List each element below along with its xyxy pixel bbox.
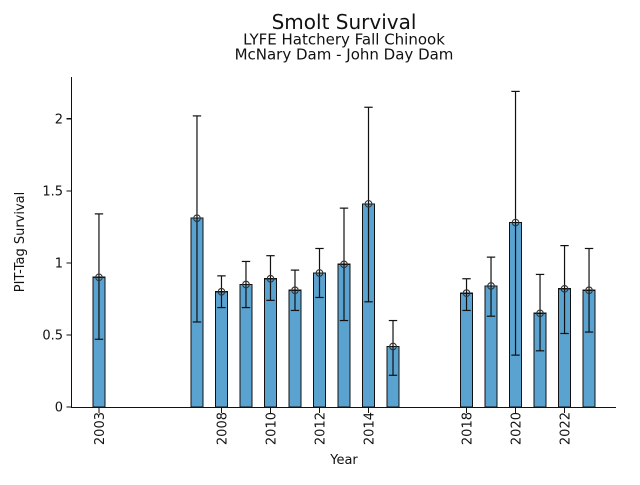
- y-tick-label: 1: [55, 256, 63, 271]
- point-marker: [266, 274, 275, 283]
- x-tick-label: 2020: [509, 412, 524, 445]
- point-marker: [560, 284, 569, 293]
- x-tick-label: 2003: [93, 412, 108, 445]
- point-marker: [340, 260, 348, 269]
- plot-area: 0 0.5 1 1.5 2 2003 2008 2010 2012 2014 2018 2020 202…: [42, 77, 616, 445]
- x-tick-label: 2014: [362, 412, 377, 445]
- y-tick-label: 0.5: [42, 328, 63, 343]
- point-marker: [193, 214, 201, 223]
- chart-subtitle-line2: McNary Dam - John Day Dam: [235, 46, 454, 64]
- point-marker: [511, 218, 520, 227]
- point-marker: [217, 287, 226, 296]
- point-marker: [364, 199, 373, 208]
- point-marker: [585, 286, 593, 295]
- point-marker: [315, 269, 324, 277]
- point-marker: [487, 282, 495, 290]
- point-marker: [95, 273, 103, 282]
- bar: [214, 291, 229, 408]
- x-tick-label: 2008: [215, 412, 230, 445]
- x-tick-label: 2022: [558, 412, 573, 445]
- chart-subtitle-line1: LYFE Hatchery Fall Chinook: [243, 31, 445, 49]
- y-tick-label: 1.5: [42, 184, 63, 199]
- chart-title: Smolt Survival: [272, 10, 417, 34]
- y-tick-label: 0: [55, 401, 63, 416]
- x-tick-label: 2012: [313, 412, 328, 445]
- y-axis-title: PIT-Tag Survival: [13, 192, 28, 292]
- point-marker: [536, 309, 544, 318]
- x-tick-label: 2018: [460, 412, 475, 445]
- point-marker: [389, 342, 397, 351]
- y-tick-label: 2: [55, 112, 63, 127]
- x-tick-label: 2010: [264, 412, 279, 445]
- point-marker: [242, 280, 250, 289]
- point-marker: [291, 286, 299, 295]
- point-marker: [462, 289, 471, 298]
- x-axis-title: Year: [329, 453, 358, 468]
